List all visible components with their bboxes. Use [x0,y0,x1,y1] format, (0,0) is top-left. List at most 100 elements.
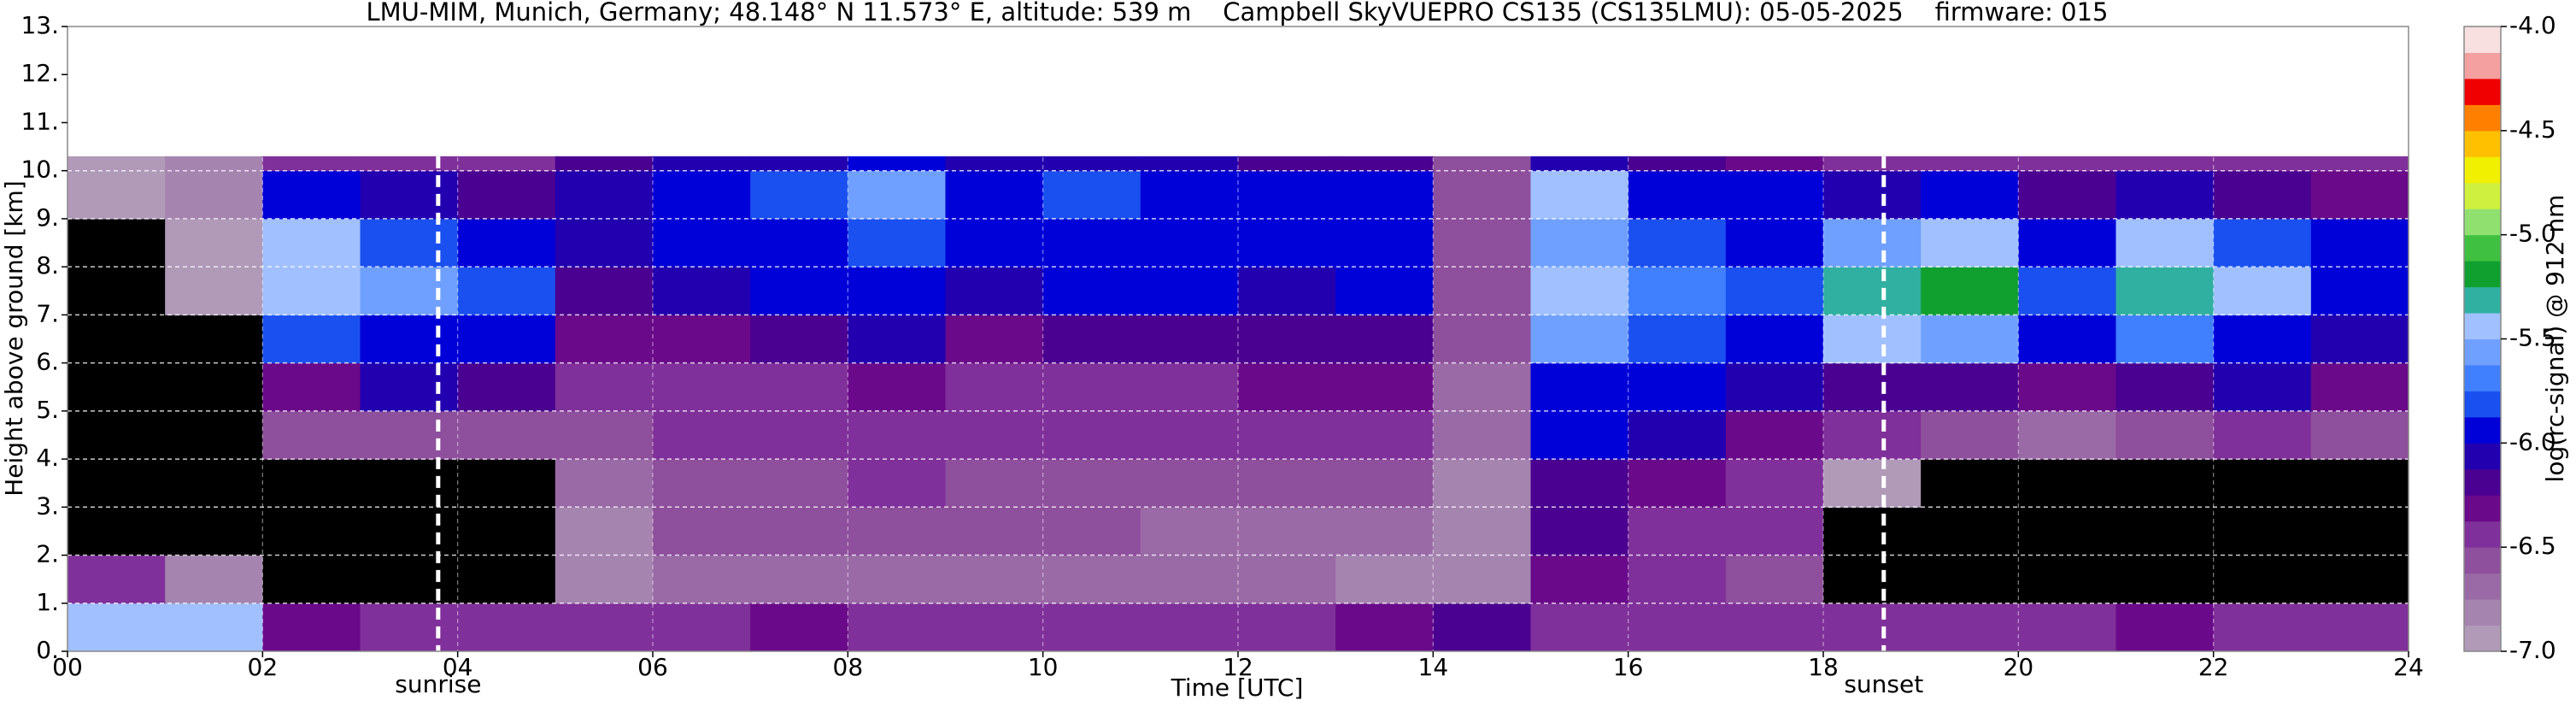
heatmap-cell [848,459,946,508]
heatmap-cell [360,555,459,604]
heatmap-cell [653,555,751,604]
colorbar-tick-label: -6.5 [2509,532,2556,560]
y-tick-label: 13. [21,11,59,39]
heatmap-cell [945,362,1044,412]
heatmap-cell [2213,267,2312,315]
heatmap-cell [1042,603,1141,652]
heatmap-cell [653,156,751,172]
heatmap-cell [2115,156,2215,172]
heatmap-cell [360,603,459,652]
heatmap-cell [1628,362,1727,412]
y-tick-label: 4. [36,444,59,472]
heatmap-cell [1433,555,1531,604]
heatmap-cell [1628,218,1727,268]
colorbar-segment [2464,156,2501,184]
heatmap-cell [555,267,654,315]
x-tick-label: 16 [1613,653,1644,681]
heatmap-cell [555,362,654,412]
heatmap-cell [653,603,751,652]
colorbar-tick-label: -4.0 [2509,11,2556,39]
heatmap-cell [165,156,263,172]
heatmap-cell [1042,459,1141,508]
heatmap-cell [1433,410,1531,460]
heatmap-cell [2018,507,2116,556]
heatmap-cell [1628,410,1727,460]
heatmap-cell [262,156,361,172]
heatmap-cell [1823,362,1922,412]
heatmap-cell [1042,362,1141,412]
heatmap-cell [67,459,166,508]
heatmap-cell [1628,156,1727,172]
colorbar-segment [2464,416,2501,444]
heatmap-cell [2115,362,2215,412]
colorbar-segment [2464,468,2501,496]
heatmap-cell [2213,603,2312,652]
heatmap-cell [1433,603,1531,652]
heatmap-cell [1433,362,1531,412]
heatmap-cell [555,170,654,220]
colorbar-segment [2464,261,2501,288]
heatmap-cell [360,156,459,172]
heatmap-cell [2310,218,2409,268]
heatmap-cell [848,555,946,604]
heatmap-cell [2018,362,2116,412]
heatmap-cell [2213,410,2312,460]
heatmap-cell [457,555,556,604]
heatmap-cell [1823,315,1922,364]
heatmap-cell [1238,507,1336,556]
heatmap-cell [2018,555,2116,604]
x-tick-label: 00 [52,653,83,681]
heatmap-cell [1238,555,1336,604]
colorbar-segment [2464,573,2501,600]
heatmap-cell [2018,156,2116,172]
heatmap-cell [262,555,361,604]
heatmap-cell [750,410,848,460]
heatmap-cell [945,459,1044,508]
heatmap-cell [165,218,263,268]
colorbar-segment [2464,130,2501,157]
x-tick-label: 24 [2393,653,2424,681]
heatmap-cell [165,170,263,220]
heatmap-cell [750,267,848,315]
heatmap-cell [165,267,263,315]
heatmap-cell [2018,218,2116,268]
heatmap-cell [1921,362,2019,412]
heatmap-cell [1042,156,1141,172]
heatmap-cell [1823,156,1922,172]
heatmap-cell [945,603,1044,652]
heatmap-cell [555,156,654,172]
heatmap-cell [1725,267,1824,315]
heatmap-cell [1921,603,2019,652]
heatmap-cell [555,603,654,652]
heatmap-cell [555,410,654,460]
heatmap-cell [165,555,263,604]
heatmap-cell [653,410,751,460]
heatmap-cell [2018,267,2116,315]
heatmap-cell [848,315,946,364]
heatmap-cell [1042,555,1141,604]
heatmap-cell [1628,459,1727,508]
colorbar-tick-label: -5.0 [2509,220,2556,248]
heatmap-cell [1921,156,2019,172]
heatmap-cell [1335,362,1434,412]
heatmap-cell [67,603,166,652]
colorbar-segment [2464,495,2501,522]
y-tick-label: 6. [36,348,59,376]
heatmap-cell [1042,170,1141,220]
heatmap-cell [2213,459,2312,508]
x-tick-label: 08 [833,653,864,681]
heatmap-cell [2018,315,2116,364]
heatmap-cell [1335,315,1434,364]
heatmap-cell [945,555,1044,604]
y-tick-label: 8. [36,251,59,279]
heatmap-cell [1238,603,1336,652]
heatmap-cell [945,315,1044,364]
heatmap-cell [1628,170,1727,220]
colorbar-tick-label: -5.5 [2509,324,2556,352]
heatmap-cell [1725,410,1824,460]
heatmap-cell [262,362,361,412]
heatmap-cell [1433,218,1531,268]
heatmap-cell [1725,555,1824,604]
heatmap-cell [2115,507,2215,556]
heatmap-cell [848,267,946,315]
